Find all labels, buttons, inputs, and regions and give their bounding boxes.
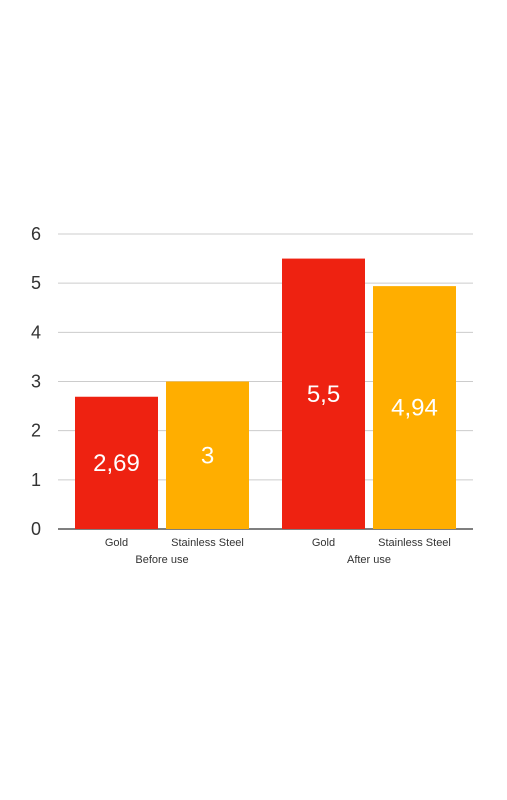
y-tick-label: 6 bbox=[31, 224, 41, 244]
data-label: 3 bbox=[201, 442, 214, 469]
bar bbox=[166, 381, 249, 529]
x-tick-label: Stainless Steel bbox=[171, 537, 244, 549]
data-label: 4,94 bbox=[391, 395, 438, 422]
x-tick-label: Gold bbox=[312, 537, 335, 549]
data-label: 5,5 bbox=[307, 381, 340, 408]
y-tick-label: 0 bbox=[31, 519, 41, 539]
y-tick-label: 1 bbox=[31, 470, 41, 490]
y-tick-label: 3 bbox=[31, 372, 41, 392]
bar bbox=[282, 258, 365, 529]
bar bbox=[75, 396, 158, 529]
bar bbox=[373, 286, 456, 529]
group-label: After use bbox=[347, 554, 391, 566]
group-label: Before use bbox=[135, 554, 188, 566]
data-label: 2,69 bbox=[93, 450, 140, 477]
x-tick-label: Gold bbox=[105, 537, 128, 549]
x-tick-label: Stainless Steel bbox=[378, 537, 451, 549]
y-tick-label: 4 bbox=[31, 322, 41, 342]
y-tick-label: 2 bbox=[31, 421, 41, 441]
y-tick-label: 5 bbox=[31, 273, 41, 293]
